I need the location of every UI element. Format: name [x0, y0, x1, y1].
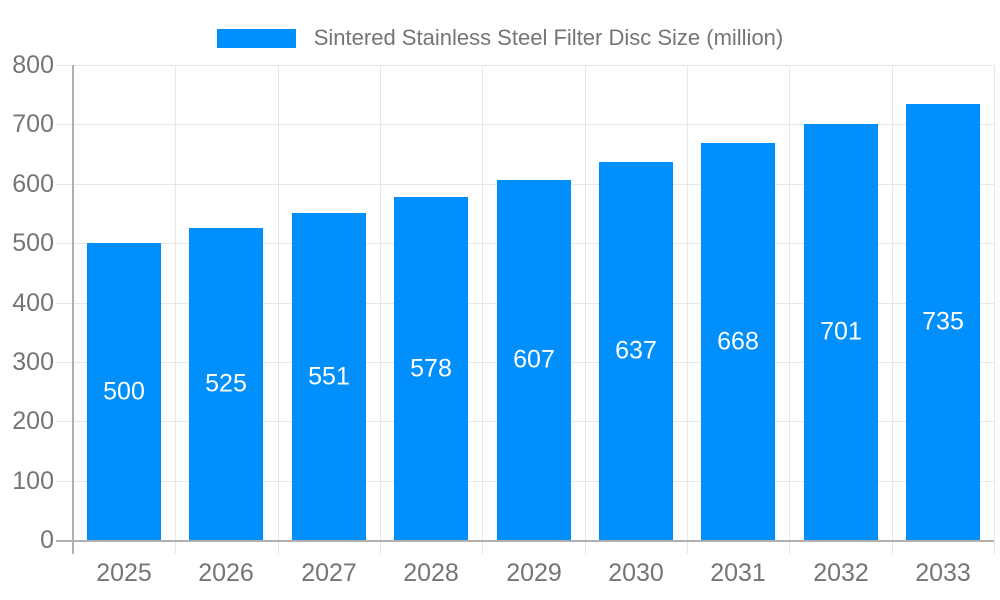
- y-axis-tick-label: 300: [12, 348, 54, 376]
- x-gridline: [175, 65, 176, 554]
- bar-value-label: 701: [820, 317, 862, 346]
- legend-item[interactable]: Sintered Stainless Steel Filter Disc Siz…: [0, 25, 1000, 51]
- y-axis-tick-label: 100: [12, 467, 54, 495]
- y-gridline: [56, 124, 994, 125]
- bar[interactable]: 500: [87, 243, 161, 540]
- x-gridline: [585, 65, 586, 554]
- bar[interactable]: 668: [701, 143, 775, 540]
- x-gridline: [687, 65, 688, 554]
- y-gridline: [56, 65, 994, 66]
- bar-value-label: 637: [615, 336, 657, 365]
- bar[interactable]: 607: [497, 180, 571, 540]
- bar-value-label: 735: [922, 307, 964, 336]
- y-axis-tick-label: 200: [12, 407, 54, 435]
- x-axis-line: [56, 540, 994, 542]
- bar-value-label: 607: [513, 345, 555, 374]
- bar-value-label: 525: [205, 369, 247, 398]
- y-axis-tick-label: 0: [40, 526, 54, 554]
- legend-series-label: Sintered Stainless Steel Filter Disc Siz…: [313, 25, 784, 50]
- bar[interactable]: 735: [906, 104, 980, 540]
- y-axis-tick-label: 700: [12, 110, 54, 138]
- x-gridline: [892, 65, 893, 554]
- bar-value-label: 500: [103, 377, 145, 405]
- x-axis-tick-label: 2029: [506, 559, 562, 587]
- x-gridline: [994, 65, 995, 554]
- bar-value-label: 668: [717, 327, 759, 355]
- y-axis-tick-label: 500: [12, 229, 54, 257]
- x-gridline: [380, 65, 381, 554]
- x-axis-tick-label: 2031: [710, 559, 766, 587]
- x-axis-tick-label: 2027: [301, 559, 357, 587]
- x-axis-tick-label: 2032: [813, 559, 869, 587]
- y-axis-tick-label: 600: [12, 170, 54, 198]
- x-gridline: [482, 65, 483, 554]
- x-axis-tick-label: 2026: [198, 559, 254, 587]
- y-axis-tick-label: 400: [12, 289, 54, 317]
- bar[interactable]: 551: [292, 213, 366, 540]
- bar[interactable]: 578: [394, 197, 468, 540]
- x-axis-tick-label: 2030: [608, 559, 664, 587]
- bar[interactable]: 525: [189, 228, 263, 540]
- bar[interactable]: 701: [804, 124, 878, 540]
- x-axis-tick-label: 2025: [96, 559, 152, 587]
- bar-value-label: 551: [308, 362, 350, 390]
- x-gridline: [278, 65, 279, 554]
- bar[interactable]: 637: [599, 162, 673, 540]
- x-gridline: [789, 65, 790, 554]
- x-axis-tick-label: 2033: [915, 559, 971, 587]
- bar-value-label: 578: [410, 354, 452, 382]
- y-axis-line: [72, 65, 74, 554]
- x-axis-tick-label: 2028: [403, 559, 459, 587]
- legend-swatch: [216, 28, 296, 48]
- y-axis-tick-label: 800: [12, 51, 54, 79]
